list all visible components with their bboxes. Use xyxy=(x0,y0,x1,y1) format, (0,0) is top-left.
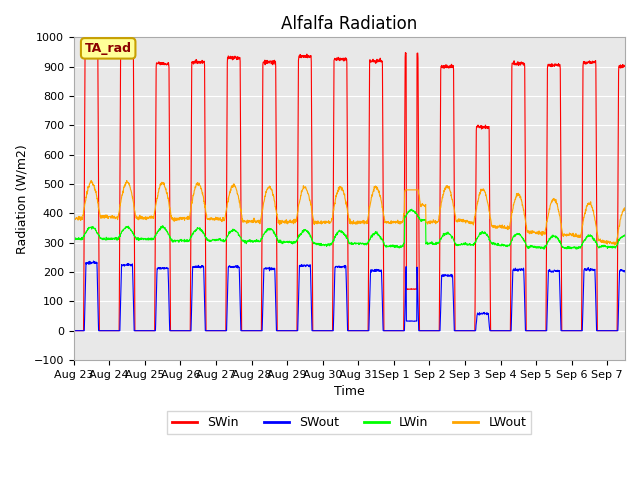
SWin xyxy=(532,328,540,334)
SWin xyxy=(70,328,77,334)
SWout xyxy=(168,328,175,334)
LWout xyxy=(87,178,95,183)
Legend: SWin, SWout, LWin, LWout: SWin, SWout, LWin, LWout xyxy=(168,411,531,434)
X-axis label: Time: Time xyxy=(334,385,365,398)
LWin xyxy=(532,245,540,251)
SWin xyxy=(621,63,629,69)
SWout xyxy=(90,258,97,264)
LWin xyxy=(280,240,288,245)
LWin xyxy=(295,234,303,240)
LWin xyxy=(155,228,163,234)
LWin xyxy=(579,240,586,246)
LWout xyxy=(168,213,175,219)
SWout xyxy=(280,328,288,334)
SWout xyxy=(155,265,163,271)
Line: SWout: SWout xyxy=(74,261,625,331)
LWout xyxy=(155,186,163,192)
LWout xyxy=(280,218,288,224)
LWin xyxy=(540,246,548,252)
SWout xyxy=(579,328,586,334)
SWin xyxy=(128,47,136,52)
LWout xyxy=(532,231,540,237)
SWin xyxy=(579,204,586,210)
LWout xyxy=(611,242,618,248)
LWin xyxy=(167,237,175,243)
LWin xyxy=(70,236,77,241)
LWout xyxy=(579,224,586,229)
Title: Alfalfa Radiation: Alfalfa Radiation xyxy=(281,15,417,33)
Text: TA_rad: TA_rad xyxy=(84,42,132,55)
LWout xyxy=(295,201,303,207)
SWin xyxy=(295,53,303,59)
SWout xyxy=(70,328,77,334)
SWout xyxy=(295,279,303,285)
Line: LWout: LWout xyxy=(74,180,625,245)
Line: SWin: SWin xyxy=(74,49,625,331)
LWout xyxy=(70,215,77,221)
Line: LWin: LWin xyxy=(74,209,625,249)
LWin xyxy=(408,206,415,212)
SWin xyxy=(280,328,288,334)
SWin xyxy=(168,328,175,334)
SWout xyxy=(532,328,540,334)
LWout xyxy=(621,207,629,213)
Y-axis label: Radiation (W/m2): Radiation (W/m2) xyxy=(15,144,28,253)
SWin xyxy=(155,59,163,65)
SWout xyxy=(621,269,629,275)
LWin xyxy=(621,232,629,238)
